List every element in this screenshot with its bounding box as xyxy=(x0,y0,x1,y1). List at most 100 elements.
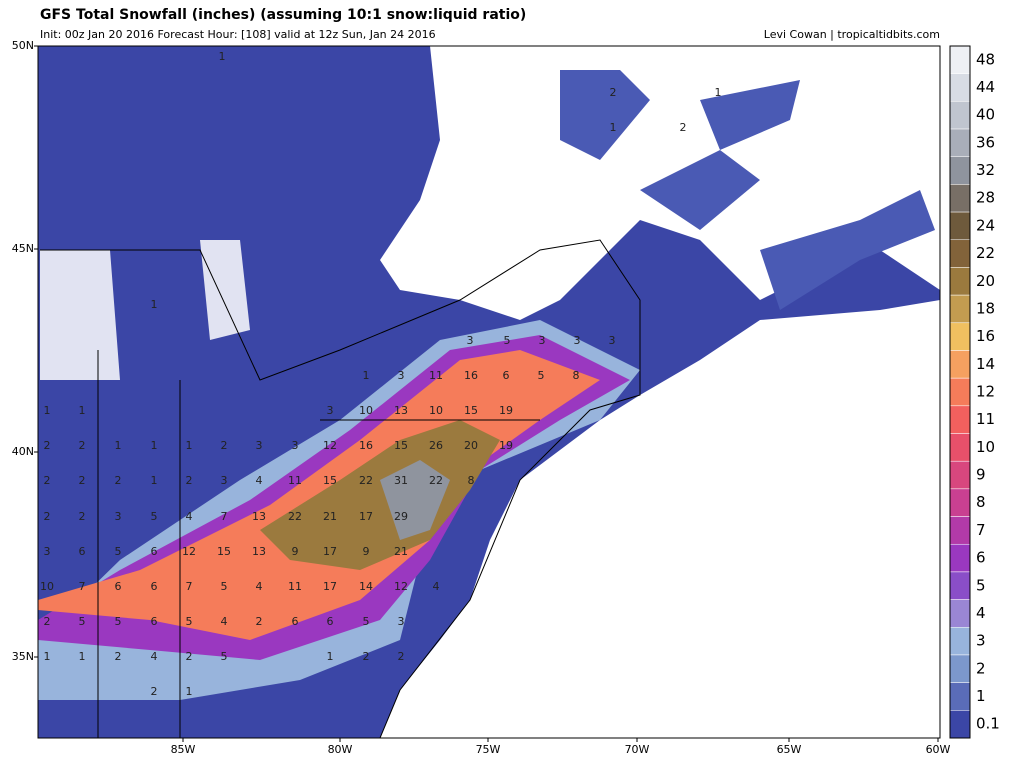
snow-amount: 6 xyxy=(115,580,122,593)
snow-amount: 6 xyxy=(292,615,299,628)
snow-amount: 3 xyxy=(221,474,228,487)
snow-amount: 2 xyxy=(115,650,122,663)
colorbar-label: 3 xyxy=(976,632,986,650)
colorbar-swatch xyxy=(949,211,971,241)
snow-amount: 12 xyxy=(182,545,196,558)
snow-amount: 11 xyxy=(288,474,302,487)
snow-amount: 2 xyxy=(79,439,86,452)
snow-amount: 6 xyxy=(151,580,158,593)
snow-amount: 29 xyxy=(394,510,408,523)
snow-amount: 4 xyxy=(151,650,158,663)
colorbar-label: 9 xyxy=(976,466,986,484)
lat-label: 35N xyxy=(12,650,34,663)
colorbar-swatch xyxy=(949,267,971,296)
snow-amount: 2 xyxy=(151,685,158,698)
snow-amount: 2 xyxy=(79,510,86,523)
snow-amount: 6 xyxy=(79,545,86,558)
snow-amount: 5 xyxy=(151,510,158,523)
colorbar-swatch xyxy=(949,710,971,739)
snow-amount: 4 xyxy=(256,474,263,487)
colorbar-swatch xyxy=(949,101,971,130)
snow-amount: 1 xyxy=(79,404,86,417)
snow-amount: 31 xyxy=(394,474,408,487)
snow-amount: 2 xyxy=(398,650,405,663)
snow-amount: 3 xyxy=(467,334,474,347)
snow-amount: 1 xyxy=(151,298,158,311)
snow-amount: 19 xyxy=(499,404,513,417)
snow-amount: 5 xyxy=(538,369,545,382)
lat-label: 50N xyxy=(12,39,34,52)
snow-amount: 5 xyxy=(115,615,122,628)
snow-amount: 15 xyxy=(217,545,231,558)
colorbar-swatch xyxy=(949,239,971,268)
snow-amount: 5 xyxy=(221,650,228,663)
colorbar-swatch xyxy=(949,73,971,102)
snow-amount: 3 xyxy=(44,545,51,558)
snow-amount: 19 xyxy=(499,439,513,452)
snow-amount: 8 xyxy=(573,369,580,382)
snow-amount: 4 xyxy=(433,580,440,593)
colorbar-swatch xyxy=(949,128,971,157)
colorbar-swatch xyxy=(949,184,971,213)
colorbar-swatch xyxy=(949,377,971,407)
lat-label: 45N xyxy=(12,242,34,255)
snow-amount: 7 xyxy=(221,510,228,523)
snow-amount: 5 xyxy=(504,334,511,347)
snow-amount: 1 xyxy=(151,474,158,487)
snow-amount: 12 xyxy=(323,439,337,452)
snow-amount: 6 xyxy=(151,545,158,558)
colorbar-swatch xyxy=(949,156,971,185)
snow-amount: 21 xyxy=(394,545,408,558)
colorbar-label: 18 xyxy=(976,299,995,317)
colorbar-label: 20 xyxy=(976,272,995,290)
great-lakes xyxy=(40,240,250,380)
snow-amount: 1 xyxy=(44,404,51,417)
snow-amount: 1 xyxy=(151,439,158,452)
colorbar-swatch xyxy=(949,599,971,628)
snow-amount: 6 xyxy=(503,369,510,382)
snow-amount: 11 xyxy=(429,369,443,382)
snow-amount: 10 xyxy=(429,404,443,417)
lon-label: 60W xyxy=(926,743,951,756)
snow-amount: 7 xyxy=(79,580,86,593)
snow-amount: 2 xyxy=(363,650,370,663)
colorbar-label: 6 xyxy=(976,549,986,567)
snow-amount: 15 xyxy=(394,439,408,452)
colorbar-label: 14 xyxy=(976,355,995,373)
colorbar-swatch xyxy=(949,460,971,490)
snow-amount: 3 xyxy=(398,615,405,628)
colorbar-label: 28 xyxy=(976,189,995,207)
snow-amount: 3 xyxy=(327,404,334,417)
snow-amount: 6 xyxy=(327,615,334,628)
subtitle: Init: 00z Jan 20 2016 Forecast Hour: [10… xyxy=(40,28,436,41)
colorbar-swatch xyxy=(949,543,971,573)
snow-amount: 3 xyxy=(115,510,122,523)
snow-amount: 4 xyxy=(186,510,193,523)
snow-amount: 17 xyxy=(359,510,373,523)
colorbar-label: 7 xyxy=(976,521,986,539)
snow-amount: 21 xyxy=(323,510,337,523)
lat-label: 40N xyxy=(12,445,34,458)
snow-amount: 1 xyxy=(610,121,617,134)
colorbar-swatch xyxy=(949,294,971,324)
snow-amount: 20 xyxy=(464,439,478,452)
snow-amount: 1 xyxy=(44,650,51,663)
colorbar-label: 10 xyxy=(976,438,995,456)
band-brown xyxy=(260,420,500,570)
snow-amount: 26 xyxy=(429,439,443,452)
snow-amount: 2 xyxy=(44,615,51,628)
colorbar-swatch xyxy=(949,516,971,545)
colorbar-frame xyxy=(949,45,971,739)
snow-amount: 15 xyxy=(323,474,337,487)
snow-amount: 1 xyxy=(115,439,122,452)
colorbar-label: 0.1 xyxy=(976,715,1000,733)
colorbar-swatch xyxy=(949,433,971,462)
snow-amount: 5 xyxy=(186,615,193,628)
snow-amount: 16 xyxy=(464,369,478,382)
colorbar-swatch xyxy=(949,45,971,74)
snow-amount: 2 xyxy=(186,474,193,487)
band-gray xyxy=(380,460,450,540)
snow-amount: 1 xyxy=(186,685,193,698)
snow-amount: 1 xyxy=(715,86,722,99)
